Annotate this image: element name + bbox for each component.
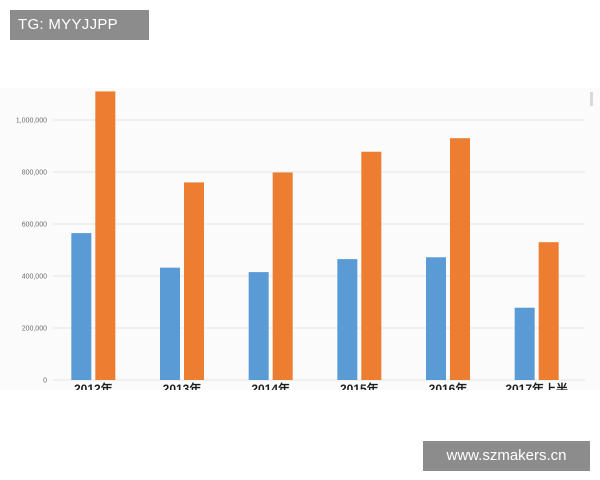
x-category-label: 2017年上半	[505, 381, 568, 390]
x-category-label: 2014年	[251, 381, 290, 390]
right-edge-mark	[590, 92, 593, 106]
y-tick-label: 0	[43, 378, 47, 385]
x-category-label: 2015年	[340, 381, 379, 390]
bar-series2-1	[95, 91, 116, 381]
bar-series2-4	[361, 151, 382, 380]
x-category-label: 2012年	[74, 381, 113, 390]
x-category-label: 2016年	[429, 381, 468, 390]
y-tick-label: 600,000	[22, 222, 47, 229]
y-tick-label: 800,000	[22, 170, 47, 177]
y-tick-label: 1,000,000	[16, 118, 47, 125]
bar-series2-2	[184, 182, 204, 380]
chart-grid	[53, 119, 585, 381]
y-axis-ticks: 0 200,000 400,000 600,000 800,000 1,000,000	[16, 118, 47, 385]
bar-series1-5	[426, 257, 446, 380]
bar-series2-6	[538, 242, 559, 380]
chart-bars	[71, 91, 559, 381]
watermark-bottom: www.szmakers.cn	[423, 441, 590, 471]
bar-series1-2	[160, 267, 180, 380]
bar-series1-1	[71, 233, 92, 380]
bar-series2-5	[450, 138, 470, 380]
bar-series1-4	[337, 259, 358, 380]
bar-series1-6	[514, 307, 535, 380]
watermark-top: TG: MYYJJPP	[10, 10, 149, 40]
y-tick-label: 200,000	[22, 326, 47, 333]
x-category-label: 2013年	[163, 381, 202, 390]
bar-series1-3	[248, 272, 269, 380]
x-axis-categories: 2012年 2013年 2014年 2015年 2016年 2017年上半	[74, 381, 568, 390]
bar-chart: 0 200,000 400,000 600,000 800,000 1,000,000 2…	[16, 91, 593, 390]
y-tick-label: 400,000	[22, 274, 47, 281]
bar-series2-3	[272, 172, 293, 380]
chart-panel: 0 200,000 400,000 600,000 800,000 1,000,000 2…	[0, 88, 600, 390]
